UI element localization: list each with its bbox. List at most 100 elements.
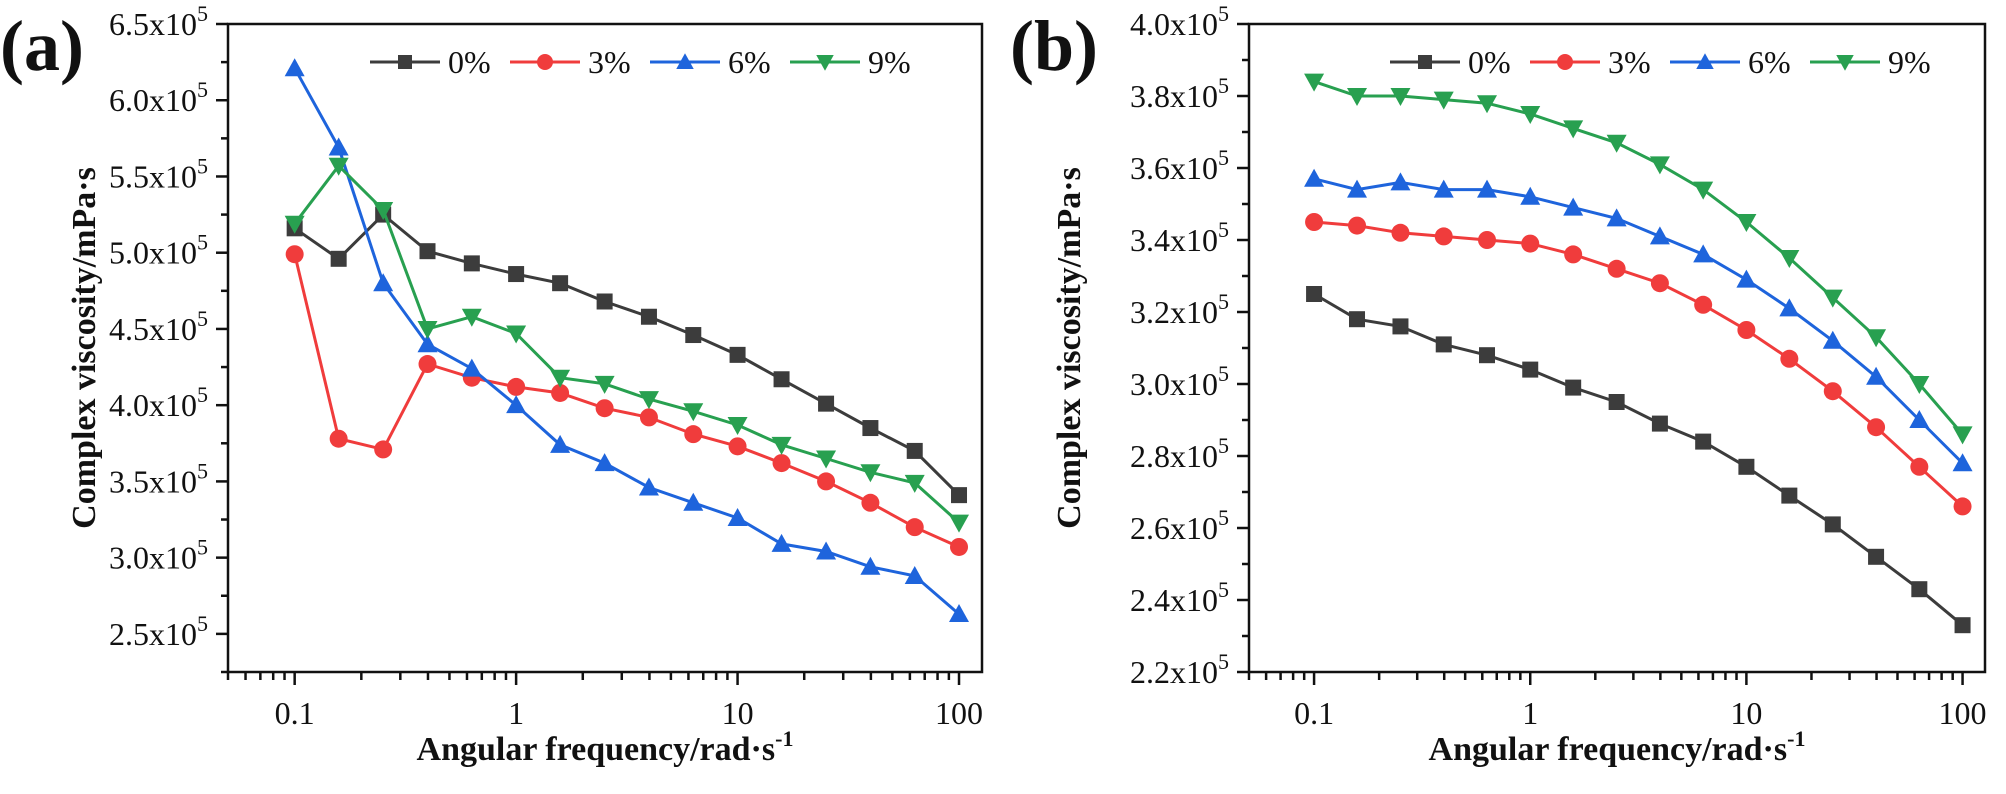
marker-circle (772, 454, 791, 473)
series-9pct (284, 157, 970, 533)
marker-triangle-down (1909, 376, 1930, 394)
y-tick-label: 6.5x105 (109, 1, 208, 42)
marker-circle (507, 377, 526, 396)
legend-label: 3% (1608, 44, 1651, 80)
x-tick-label: 0.1 (275, 695, 315, 731)
marker-square (1435, 336, 1452, 353)
marker-circle (285, 245, 304, 264)
x-axis-title: Angular frequency/rad·s-1 (417, 726, 794, 768)
marker-circle (728, 437, 747, 456)
marker-triangle-down (816, 450, 837, 469)
marker-circle (950, 537, 969, 556)
marker-square (818, 395, 835, 412)
series-3pct (285, 245, 969, 556)
y-tick-label: 3.0x105 (1130, 361, 1229, 402)
legend-label: 3% (588, 44, 631, 80)
y-tick-label: 2.5x105 (109, 611, 208, 652)
x-tick-label: 100 (1939, 695, 1987, 731)
legend-label: 6% (1748, 44, 1791, 80)
marker-square (1479, 347, 1496, 364)
marker-circle (595, 399, 614, 418)
marker-circle (1305, 213, 1324, 231)
series-line (293, 253, 960, 549)
series-line (293, 67, 960, 616)
marker-circle (1348, 216, 1367, 235)
legend-item: 3% (510, 44, 631, 80)
series-line (293, 212, 961, 497)
x-axis-title: Angular frequency/rad·s-1 (1429, 726, 1806, 768)
legend-item: 9% (1810, 44, 1931, 80)
marker-circle (1434, 227, 1453, 246)
legend-item: 9% (790, 44, 911, 80)
marker-triangle-down (1822, 289, 1843, 308)
x-tick-label: 10 (722, 695, 754, 731)
marker-triangle-up (1909, 410, 1930, 428)
marker-circle (639, 408, 658, 427)
y-axis-title: Complex viscosity/mPa·s (1051, 167, 1088, 529)
marker-triangle-down (1693, 181, 1714, 200)
marker-square (1418, 55, 1432, 69)
series-6pct (284, 58, 970, 623)
marker-triangle-down (1347, 88, 1368, 106)
marker-circle (1564, 245, 1583, 264)
marker-triangle-down (1304, 73, 1325, 92)
x-tick-label: 100 (935, 695, 983, 731)
legend-label: 0% (448, 44, 491, 80)
y-tick-label: 4.0x105 (1130, 1, 1229, 42)
marker-square (552, 275, 569, 292)
marker-square (1695, 433, 1712, 450)
marker-circle (1391, 223, 1410, 242)
marker-circle (861, 493, 880, 512)
marker-square (1954, 617, 1971, 634)
marker-square (1911, 581, 1928, 598)
y-tick-label: 4.0x105 (109, 382, 208, 423)
legend: 0% 3% 6% 9% (370, 44, 911, 80)
marker-triangle-up (1477, 179, 1498, 198)
marker-circle (1737, 321, 1756, 339)
marker-triangle-down (373, 202, 394, 221)
marker-triangle-up (1347, 179, 1368, 198)
marker-triangle-down (1866, 329, 1887, 348)
marker-triangle-up (949, 604, 970, 623)
marker-square (398, 55, 412, 69)
marker-square (1522, 361, 1539, 378)
marker-square (640, 308, 657, 325)
panel-b: (b) 2.2x105 2.4x105 2.6x105 2.8x105 3.0x105 3.… (1010, 1, 1987, 768)
marker-triangle-up (1952, 453, 1973, 472)
legend-label: 9% (1888, 44, 1931, 80)
marker-circle (374, 440, 393, 459)
marker-square (1781, 487, 1798, 504)
marker-triangle-down (1779, 250, 1800, 268)
marker-square (1565, 379, 1582, 396)
marker-triangle-down (594, 375, 615, 394)
marker-square (685, 327, 702, 344)
panel-a: (a) 2.5x105 3.0x105 3.5x105 4.0x105 4.5x105 5.… (0, 1, 984, 768)
series-3pct (1305, 213, 1972, 516)
marker-square (1306, 286, 1323, 302)
marker-triangle-up (1390, 172, 1411, 191)
plot-frame (226, 22, 984, 674)
marker-square (419, 243, 436, 260)
marker-triangle-up (683, 492, 704, 511)
marker-circle (1910, 457, 1929, 476)
marker-circle (1557, 54, 1573, 70)
panel-label: (a) (0, 6, 84, 86)
marker-circle (1607, 259, 1626, 278)
marker-triangle-up (594, 453, 615, 472)
marker-triangle-down (860, 464, 881, 483)
marker-circle (684, 425, 703, 444)
marker-triangle-up (904, 565, 925, 584)
marker-triangle-down (1952, 426, 1973, 445)
legend-item: 6% (650, 44, 771, 80)
marker-triangle-up (1822, 330, 1843, 349)
marker-triangle-up (461, 358, 482, 377)
marker-triangle-down (550, 369, 571, 388)
y-tick-label: 6.0x105 (109, 77, 208, 118)
series-line (1313, 80, 1964, 436)
marker-circle (1823, 382, 1842, 401)
marker-triangle-up (638, 477, 659, 496)
marker-triangle-down (1520, 106, 1541, 124)
panel-label: (b) (1010, 6, 1098, 86)
marker-square (729, 346, 746, 363)
marker-square (1824, 516, 1841, 533)
